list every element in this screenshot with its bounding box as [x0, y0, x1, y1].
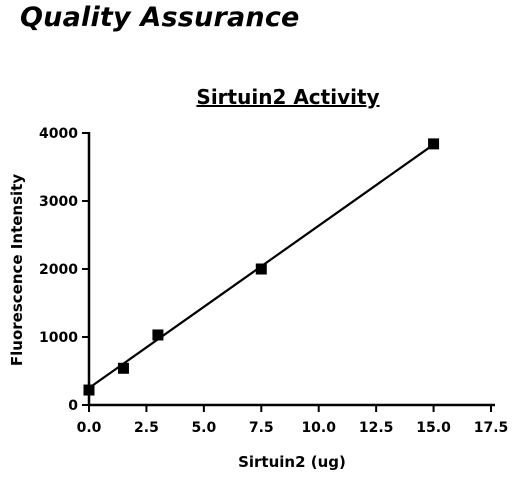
data-point [255, 263, 267, 275]
y-axis-label: Fluorescence Intensity [8, 174, 26, 366]
data-point [152, 329, 164, 341]
y-tick-label: 1000 [39, 330, 78, 346]
x-tick-label: 12.5 [359, 420, 394, 436]
x-tick-label: 7.5 [249, 420, 274, 436]
x-tick-label: 5.0 [191, 420, 216, 436]
y-tick-label: 2000 [39, 262, 78, 278]
x-axis-label: Sirtuin2 (ug) [238, 453, 346, 471]
x-tick-label: 10.0 [301, 420, 336, 436]
y-tick-label: 0 [68, 398, 78, 414]
y-tick-label: 3000 [39, 194, 78, 210]
y-tick-label: 4000 [39, 126, 78, 142]
chart-title: Sirtuin2 Activity [196, 85, 379, 109]
x-tick-label: 0.0 [77, 420, 102, 436]
axes: 0.0 2.5 5.0 7.5 10.0 12.5 15.0 17.5 0 1000 2000 300… [39, 126, 508, 436]
data-points [83, 138, 440, 396]
page-heading: Quality Assurance [20, 2, 300, 33]
x-tick-label: 2.5 [134, 420, 159, 436]
x-tick-label: 17.5 [474, 420, 509, 436]
x-tick-label: 15.0 [416, 420, 451, 436]
data-point [428, 138, 440, 150]
data-point [83, 384, 95, 396]
data-point [117, 362, 129, 374]
